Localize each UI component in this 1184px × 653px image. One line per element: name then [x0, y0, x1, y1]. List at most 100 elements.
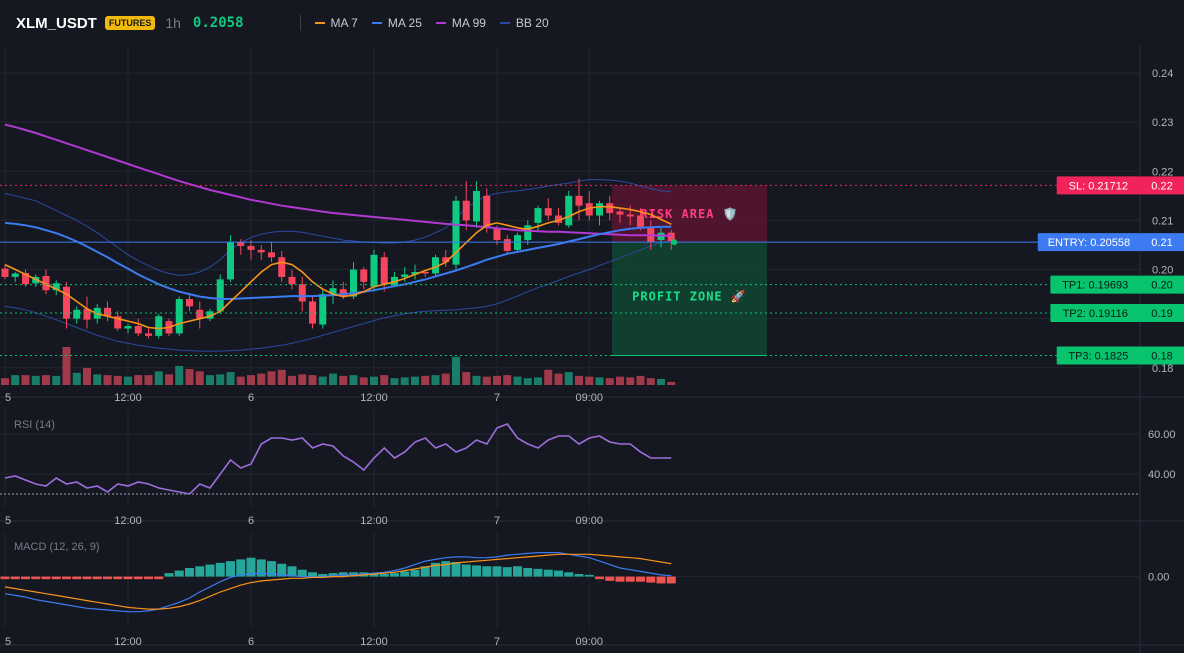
candle-body	[124, 326, 132, 329]
price-tick: 0.24	[1152, 68, 1173, 80]
macd-histogram-bar	[82, 576, 92, 580]
candle[interactable]	[329, 280, 337, 304]
symbol-name[interactable]: XLM_USDT	[16, 14, 97, 32]
candle-body	[442, 257, 450, 263]
candle[interactable]	[524, 220, 532, 245]
macd-histogram-bar	[656, 576, 666, 584]
candle-body	[596, 203, 603, 216]
candle[interactable]	[216, 274, 224, 314]
candle[interactable]	[206, 308, 214, 322]
tp2-label-box[interactable]	[1050, 303, 1140, 322]
sl-label: SL: 0.21712	[1069, 180, 1128, 192]
macd-histogram-bar	[164, 573, 174, 577]
tp1-label-box[interactable]	[1050, 275, 1140, 294]
volume-bar	[103, 375, 112, 385]
candle[interactable]	[227, 235, 234, 282]
candle[interactable]	[73, 306, 81, 324]
candle[interactable]	[11, 272, 19, 282]
rsi-tick: 40.00	[1148, 469, 1176, 481]
candle[interactable]	[298, 276, 306, 312]
candle[interactable]	[360, 267, 368, 290]
volume-bar	[575, 375, 583, 385]
entry-label-box[interactable]	[1037, 233, 1140, 252]
tp1-price-tag	[1140, 275, 1184, 294]
candle[interactable]	[1, 264, 9, 280]
time-tick: 6	[248, 392, 254, 404]
candle[interactable]	[596, 200, 603, 226]
macd-histogram-bar	[328, 573, 338, 577]
legend-bb20[interactable]: BB 20	[499, 16, 549, 30]
candle[interactable]	[278, 250, 286, 282]
macd-histogram-bar	[420, 566, 430, 577]
candle-body	[155, 316, 163, 336]
candle[interactable]	[124, 323, 132, 334]
volume-bar	[503, 375, 512, 385]
candle[interactable]	[667, 230, 675, 250]
candle[interactable]	[155, 313, 163, 339]
candle[interactable]	[401, 267, 409, 282]
tp3-label-box[interactable]	[1056, 346, 1140, 365]
candle-body	[473, 190, 480, 222]
volume-bar	[144, 375, 153, 385]
candle[interactable]	[22, 269, 29, 287]
legend-ma25[interactable]: MA 25	[371, 16, 422, 30]
profit-zone[interactable]	[612, 242, 767, 356]
candle[interactable]	[606, 195, 614, 221]
candle[interactable]	[555, 208, 562, 226]
candle[interactable]	[52, 280, 60, 296]
candle[interactable]	[575, 178, 583, 221]
risk-area-zone[interactable]	[612, 185, 767, 243]
candle[interactable]	[104, 301, 111, 322]
candle[interactable]	[585, 190, 593, 221]
volume-bar	[31, 375, 40, 385]
candle[interactable]	[544, 198, 552, 221]
candle[interactable]	[175, 296, 183, 336]
candle[interactable]	[247, 240, 255, 260]
candle[interactable]	[268, 242, 275, 263]
macd-histogram-bar	[267, 561, 276, 577]
ma25-swatch	[371, 22, 382, 24]
risk-area-label: RISK AREA 🛡️	[640, 207, 738, 221]
candle[interactable]	[503, 235, 511, 255]
candle[interactable]	[63, 281, 70, 329]
legend-ma99[interactable]: MA 99	[435, 16, 486, 30]
candle-body	[309, 301, 316, 324]
candle[interactable]	[462, 181, 470, 231]
candle[interactable]	[442, 249, 450, 268]
time-tick: 7	[494, 636, 500, 648]
candle[interactable]	[134, 318, 142, 336]
candle[interactable]	[42, 269, 50, 295]
macd-histogram-bar	[308, 572, 317, 577]
volume-bar	[339, 375, 348, 385]
candle[interactable]	[145, 328, 152, 339]
candle[interactable]	[565, 190, 573, 228]
macd-histogram-bar	[174, 570, 184, 577]
candle[interactable]	[473, 181, 480, 228]
candle-body	[524, 225, 532, 241]
candle[interactable]	[288, 269, 296, 290]
candle[interactable]	[257, 244, 265, 260]
candle-body	[42, 275, 50, 291]
candle[interactable]	[309, 296, 316, 329]
timeframe-label[interactable]: 1h	[165, 15, 181, 31]
sl-label-box[interactable]	[1056, 176, 1140, 195]
macd-histogram-bar	[400, 571, 410, 577]
macd-histogram-bar	[31, 576, 41, 580]
candle[interactable]	[370, 249, 378, 292]
volume-bar	[42, 375, 50, 385]
volume-bar	[636, 375, 645, 385]
candle-body	[52, 283, 60, 291]
candle-body	[360, 269, 368, 282]
candle[interactable]	[380, 252, 388, 292]
legend-ma7[interactable]: MA 7	[314, 16, 358, 30]
candle[interactable]	[616, 208, 624, 223]
volume-bar	[11, 375, 20, 385]
candle[interactable]	[432, 254, 439, 277]
candle[interactable]	[411, 264, 419, 280]
candle[interactable]	[452, 195, 460, 270]
legend-ma7-label: MA 7	[330, 16, 358, 30]
candle[interactable]	[114, 311, 122, 331]
candle[interactable]	[196, 301, 204, 329]
candle[interactable]	[186, 294, 193, 312]
